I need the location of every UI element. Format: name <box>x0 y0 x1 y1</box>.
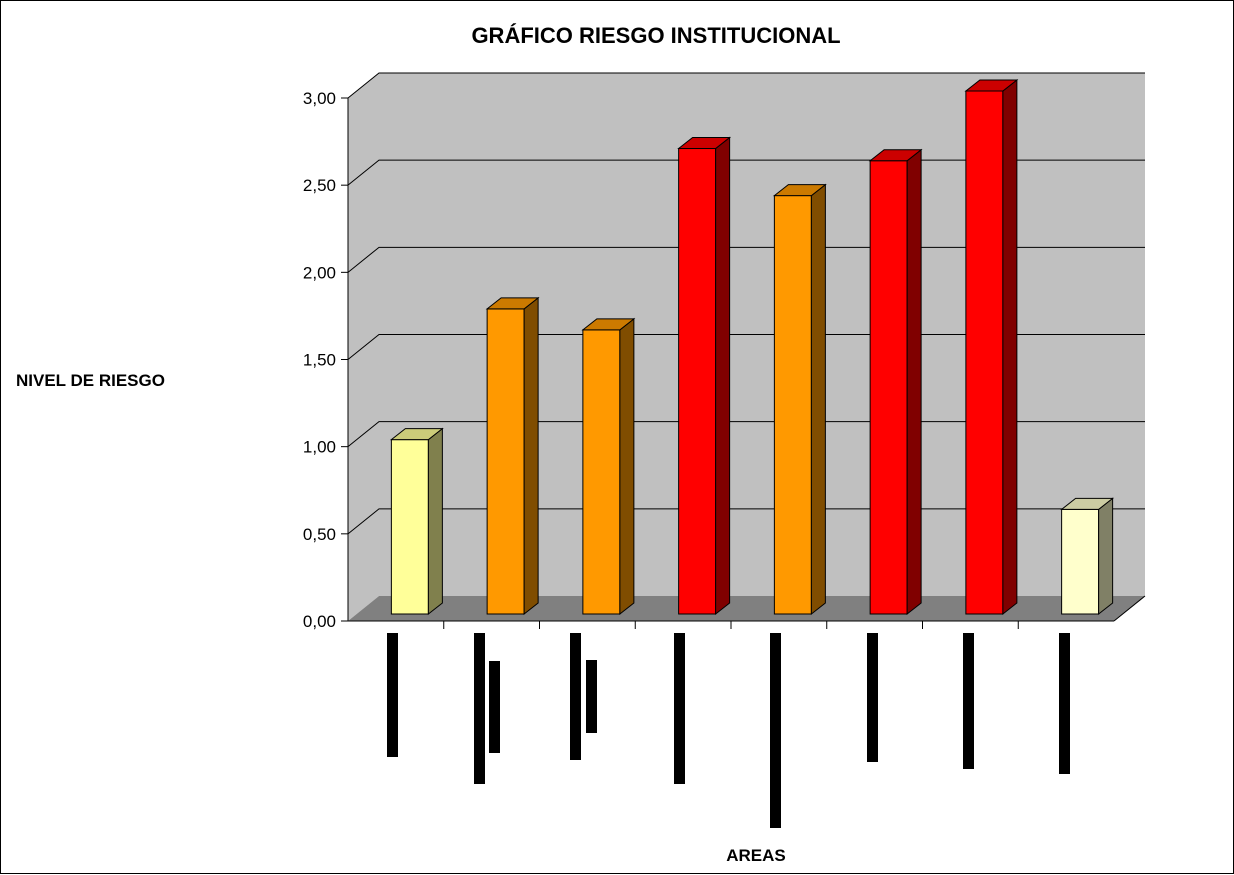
bar-front <box>582 329 621 615</box>
bar <box>389 427 444 616</box>
bar-front <box>1061 508 1100 615</box>
x-category-label-block <box>963 633 974 769</box>
x-category-label <box>474 633 500 784</box>
bar <box>964 78 1019 616</box>
x-category-label-block <box>770 633 781 828</box>
bar-top <box>868 149 923 162</box>
y-tick-label: 2,50 <box>303 176 336 195</box>
x-category-label-block <box>674 633 685 784</box>
x-category-label <box>963 633 974 769</box>
bar-top <box>964 79 1019 92</box>
bar-top <box>1060 497 1115 510</box>
floor <box>348 596 1145 621</box>
bar-side <box>523 296 539 616</box>
bar-side <box>906 148 922 616</box>
x-category-label-block <box>1059 633 1070 774</box>
y-tick-label: 0,00 <box>303 612 336 631</box>
y-tick-label: 0,50 <box>303 525 336 544</box>
chart-title: GRÁFICO RIESGO INSTITUCIONAL <box>471 23 841 48</box>
bar-front <box>773 195 812 615</box>
x-category-label-block <box>570 633 581 760</box>
bar-front <box>678 148 717 615</box>
y-tick-label: 2,00 <box>303 263 336 282</box>
bar-top <box>389 428 444 441</box>
bar-side <box>810 183 826 616</box>
bar-top <box>772 184 827 197</box>
y-tick-labels: 0,00 0,50 1,00 1,50 2,00 2,50 3,00 <box>303 89 336 631</box>
x-category-label-block <box>387 633 398 757</box>
bar <box>1060 497 1115 616</box>
bar <box>677 136 732 616</box>
bar-side <box>619 317 635 616</box>
bar-side <box>1098 497 1114 616</box>
y-tick-label: 3,00 <box>303 89 336 108</box>
bar <box>772 183 827 616</box>
axes <box>341 97 1146 629</box>
x-category-label-block <box>474 633 485 784</box>
y-tick-label: 1,00 <box>303 438 336 457</box>
bars <box>389 78 1115 616</box>
x-axis-depth-line <box>1113 595 1146 622</box>
bar-top <box>581 318 636 331</box>
bar-front <box>390 439 429 615</box>
bar <box>868 148 923 616</box>
x-category-label <box>674 633 685 784</box>
x-axis-label: AREAS <box>726 846 786 865</box>
chart-walls <box>348 73 1145 621</box>
bar-front <box>869 160 908 615</box>
x-category-labels <box>387 633 1070 828</box>
x-category-label-block <box>489 661 500 753</box>
bar <box>581 317 636 616</box>
gridline <box>347 72 1145 99</box>
x-category-label <box>387 633 398 757</box>
bar-top <box>677 137 732 150</box>
bar-front <box>486 308 525 615</box>
x-category-label <box>1059 633 1070 774</box>
x-category-label-block <box>867 633 878 762</box>
bar-front <box>965 90 1004 615</box>
y-axis-label: NIVEL DE RIESGO <box>16 371 165 390</box>
x-category-label <box>867 633 878 762</box>
bar <box>485 296 540 616</box>
x-category-label <box>570 633 597 760</box>
bar-top <box>485 297 540 310</box>
bar-side <box>715 136 731 616</box>
x-category-label-block <box>586 660 597 733</box>
y-tick-label: 1,50 <box>303 351 336 370</box>
bar-side <box>427 427 443 616</box>
bar-side <box>1002 78 1018 616</box>
x-category-label <box>770 633 781 828</box>
